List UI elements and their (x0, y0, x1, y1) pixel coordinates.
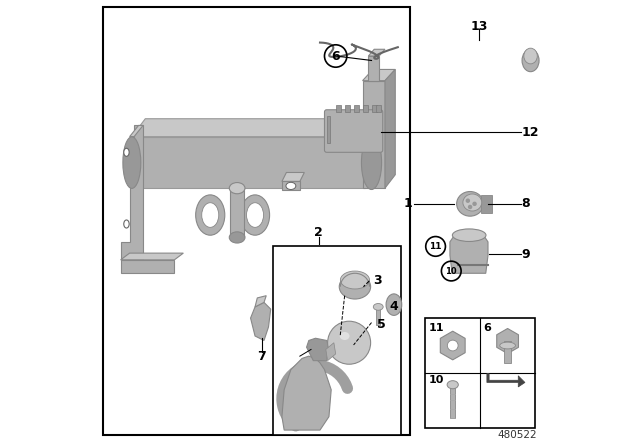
Bar (481, 195, 493, 213)
Bar (371, 105, 377, 112)
Polygon shape (362, 81, 385, 188)
Ellipse shape (500, 342, 515, 349)
Ellipse shape (124, 220, 129, 228)
Polygon shape (376, 307, 380, 325)
Circle shape (468, 205, 472, 209)
Circle shape (465, 198, 470, 203)
Text: 4: 4 (389, 300, 398, 314)
Bar (376, 105, 381, 112)
Bar (353, 105, 359, 112)
Ellipse shape (340, 271, 369, 289)
Polygon shape (450, 235, 488, 273)
Polygon shape (250, 302, 271, 340)
Polygon shape (282, 172, 305, 181)
Polygon shape (385, 69, 396, 188)
Polygon shape (487, 374, 525, 387)
Ellipse shape (452, 229, 486, 241)
Text: 3: 3 (373, 273, 381, 287)
Bar (273, 246, 401, 435)
Text: 6: 6 (332, 49, 340, 63)
Polygon shape (129, 125, 143, 137)
Text: 13: 13 (470, 20, 488, 34)
Bar (504, 341, 511, 363)
Text: 11: 11 (429, 323, 444, 332)
Bar (450, 385, 456, 418)
Bar (326, 116, 330, 143)
Polygon shape (307, 338, 329, 361)
Ellipse shape (229, 182, 245, 194)
Text: 5: 5 (378, 318, 386, 332)
Text: 1: 1 (404, 197, 412, 211)
Ellipse shape (241, 195, 269, 235)
Ellipse shape (340, 332, 349, 340)
Polygon shape (362, 69, 396, 81)
Polygon shape (120, 125, 143, 260)
Ellipse shape (196, 195, 225, 235)
Bar (362, 105, 368, 112)
Ellipse shape (362, 136, 381, 190)
Text: 480522: 480522 (498, 430, 538, 439)
Ellipse shape (229, 232, 245, 243)
Ellipse shape (202, 202, 219, 227)
Ellipse shape (456, 191, 484, 216)
Polygon shape (120, 253, 183, 260)
Ellipse shape (386, 294, 402, 315)
Ellipse shape (124, 148, 129, 156)
Circle shape (328, 321, 371, 364)
Text: 11: 11 (429, 242, 442, 251)
Polygon shape (120, 260, 174, 273)
Text: 12: 12 (522, 125, 539, 139)
Ellipse shape (246, 202, 264, 227)
Ellipse shape (524, 48, 538, 64)
Polygon shape (369, 56, 379, 81)
FancyBboxPatch shape (324, 110, 383, 152)
Ellipse shape (447, 381, 458, 389)
Text: 2: 2 (314, 226, 323, 240)
Polygon shape (282, 181, 300, 190)
Bar (344, 105, 350, 112)
Polygon shape (230, 188, 244, 237)
Text: 10: 10 (429, 375, 444, 385)
Text: 10: 10 (445, 267, 457, 276)
Polygon shape (132, 137, 365, 188)
Circle shape (447, 340, 458, 351)
Polygon shape (282, 356, 332, 430)
Ellipse shape (373, 304, 383, 310)
Text: 9: 9 (522, 248, 530, 261)
Polygon shape (369, 49, 385, 56)
Circle shape (472, 202, 477, 206)
Ellipse shape (286, 182, 296, 190)
Text: 7: 7 (257, 349, 266, 363)
Bar (425, 318, 535, 428)
Ellipse shape (123, 137, 141, 188)
Polygon shape (255, 296, 266, 307)
Ellipse shape (339, 274, 371, 299)
Polygon shape (132, 119, 378, 137)
Bar (102, 7, 410, 435)
Ellipse shape (522, 49, 539, 72)
Ellipse shape (463, 194, 482, 211)
Text: 8: 8 (522, 197, 530, 211)
Bar (335, 105, 341, 112)
Text: 6: 6 (484, 323, 492, 332)
Polygon shape (326, 343, 335, 361)
